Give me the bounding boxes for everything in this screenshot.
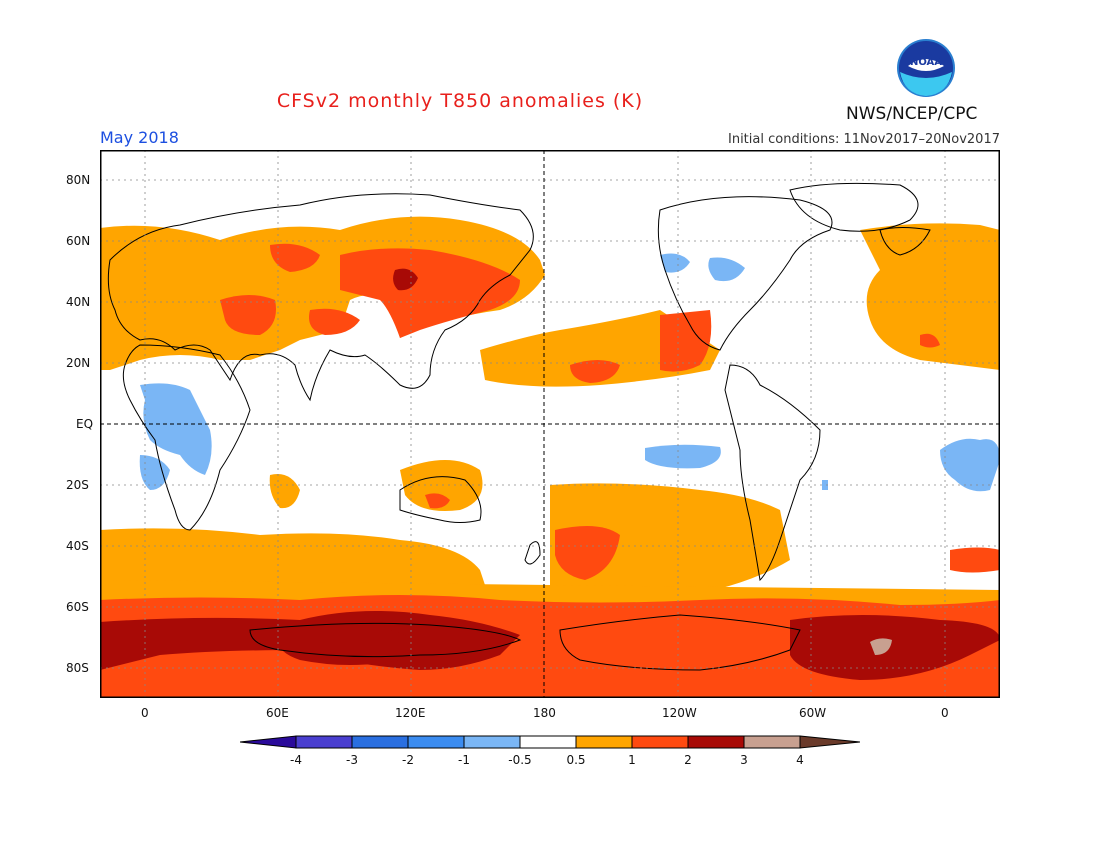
- legend-swatch: [295, 735, 353, 749]
- color-legend: -4 -3 -2 -1 -0.5 0.5 1 2 3 4: [240, 735, 860, 767]
- lat-label: EQ: [76, 417, 94, 431]
- anomaly-map: [100, 150, 1000, 698]
- lat-label: 20S: [66, 478, 89, 492]
- legend-swatch: [240, 735, 297, 749]
- legend-tick: -0.5: [508, 753, 531, 767]
- legend-swatch: [575, 735, 633, 749]
- lon-label: 120W: [662, 706, 697, 720]
- legend-swatch: [463, 735, 521, 749]
- coastlines: [107, 182, 931, 671]
- legend-swatch: [407, 735, 465, 749]
- lat-label: 80S: [66, 661, 89, 675]
- grid-lines: [100, 150, 1000, 698]
- equator-dateline: [100, 150, 1000, 698]
- lon-label: 60E: [266, 706, 289, 720]
- legend-tick: -2: [402, 753, 414, 767]
- lat-label: 80N: [66, 173, 91, 187]
- map-title: CFSv2 monthly T850 anomalies (K): [276, 90, 644, 112]
- legend-tick: -3: [346, 753, 358, 767]
- forecast-month: May 2018: [100, 128, 179, 147]
- map-frame: [100, 150, 1000, 698]
- anomaly-blue-regions: [139, 253, 1000, 492]
- legend-swatch: [799, 735, 860, 749]
- legend-swatch: [743, 735, 801, 749]
- lon-label: 0: [141, 706, 149, 720]
- lat-label: 40N: [66, 295, 91, 309]
- initial-conditions: Initial conditions: 11Nov2017–20Nov2017: [728, 132, 1000, 147]
- legend-swatch: [351, 735, 409, 749]
- lat-label: 60S: [66, 600, 89, 614]
- legend-tick: -4: [290, 753, 302, 767]
- legend-tick: 1: [628, 753, 636, 767]
- legend-tick: 2: [684, 753, 692, 767]
- lon-label: 60W: [799, 706, 827, 720]
- legend-tick: -1: [458, 753, 470, 767]
- lat-label: 20N: [66, 356, 91, 370]
- legend-swatch: [519, 735, 577, 749]
- logo-text: NOAA: [910, 57, 942, 68]
- legend-swatch: [631, 735, 689, 749]
- lon-label: 0: [941, 706, 949, 720]
- noaa-logo: NOAA: [897, 39, 955, 97]
- organization-label: NWS/NCEP/CPC: [846, 104, 978, 124]
- legend-tick: 3: [740, 753, 748, 767]
- legend-tick: 4: [796, 753, 804, 767]
- lat-label: 40S: [66, 539, 89, 553]
- legend-tick: 0.5: [566, 753, 585, 767]
- lon-label: 120E: [395, 706, 426, 720]
- legend-swatch: [687, 735, 745, 749]
- lon-label: 180: [533, 706, 556, 720]
- anomaly-brown-regions: [870, 638, 892, 655]
- lat-label: 60N: [66, 234, 91, 248]
